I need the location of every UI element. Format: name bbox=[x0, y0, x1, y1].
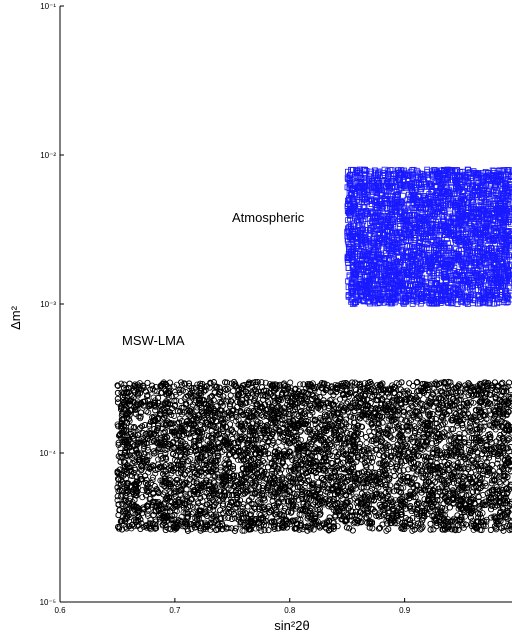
points-layer bbox=[114, 166, 512, 534]
scatter-point bbox=[453, 246, 459, 253]
region-atmospheric-points bbox=[344, 166, 512, 307]
region-msw-lma-points bbox=[114, 378, 512, 534]
